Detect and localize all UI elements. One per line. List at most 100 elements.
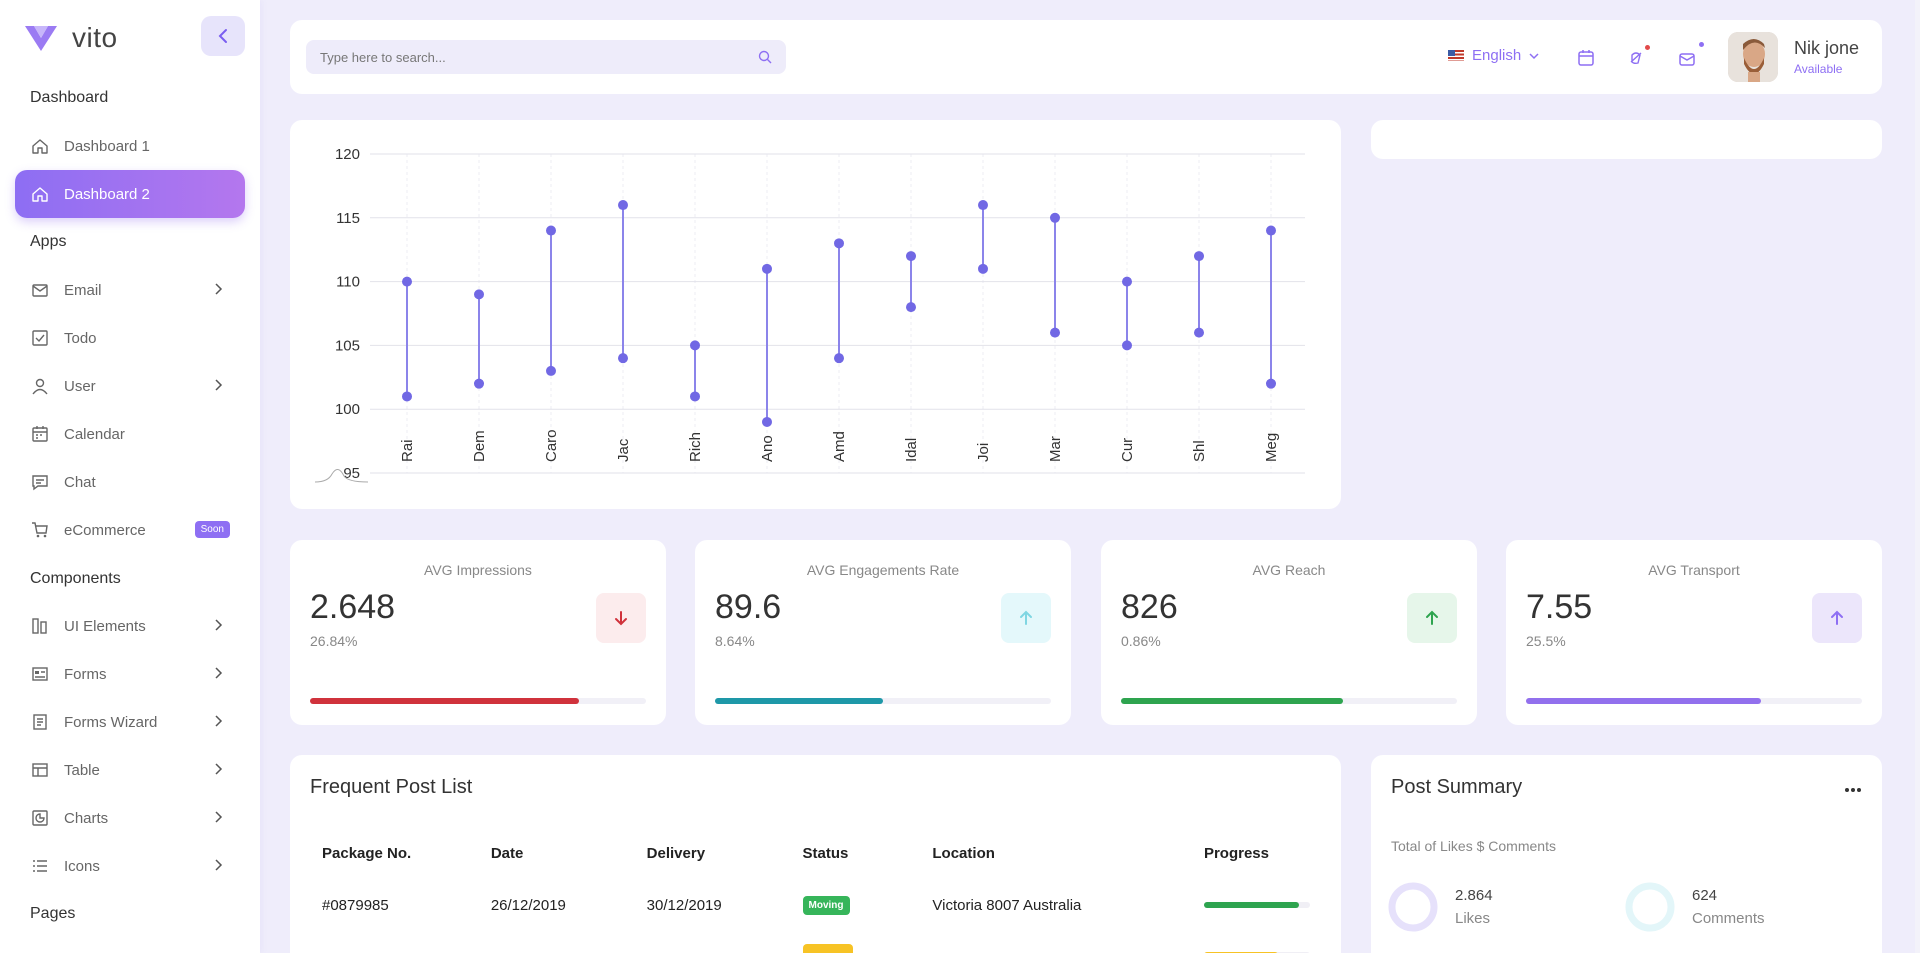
sidebar-item-todo[interactable]: Todo [15, 314, 245, 362]
status-badge [802, 944, 853, 953]
data-point-high [474, 289, 484, 300]
sidebar-item-label: eCommerce [64, 521, 146, 539]
stat-trend-button[interactable] [1812, 593, 1862, 643]
avatar[interactable] [1728, 32, 1778, 82]
column-header[interactable]: Delivery [646, 845, 706, 862]
stat-trend-button[interactable] [596, 593, 646, 643]
sidebar-item-email[interactable]: Email [15, 266, 245, 314]
stat-value: 89.6 [715, 588, 782, 626]
vito-logo-icon [25, 26, 57, 51]
sidebar-item-calendar[interactable]: Calendar [15, 410, 245, 458]
stat-card-avg-transport: AVG Transport 7.55 25.5% [1506, 540, 1882, 725]
sidebar-item-user[interactable]: User [15, 362, 245, 410]
data-point-low [1194, 327, 1204, 338]
data-point-low [690, 391, 700, 402]
page-scrollbar[interactable] [1915, 0, 1920, 953]
cart-icon [30, 520, 50, 540]
chart-brush-icon [314, 469, 369, 483]
sidebar-item-forms-wizard[interactable]: Forms Wizard [15, 698, 245, 746]
column-header[interactable]: Package No. [322, 845, 412, 862]
range-chart-card: 120 115 110 105 100 95 Rai Dem Caro Jac Rich Ano Amd… [290, 120, 1341, 509]
checkbox-icon [30, 328, 50, 348]
comments-label: Comments [1692, 910, 1765, 927]
comments-value: 624 [1692, 887, 1718, 904]
chevron-down-icon [1529, 52, 1539, 59]
messages-button[interactable] [1676, 42, 1704, 69]
x-tick-label: Amd [831, 431, 848, 462]
status-cell: Moving [791, 880, 921, 930]
calendar-button[interactable] [1575, 47, 1597, 69]
column-header[interactable]: Status [802, 845, 849, 862]
column-header[interactable]: Progress [1203, 845, 1269, 862]
stat-percent: 8.64% [715, 633, 755, 649]
data-point-low [474, 378, 484, 389]
sidebar-item-label: Calendar [64, 425, 125, 443]
stat-title: AVG Engagements Rate [806, 562, 960, 578]
sidebar-item-forms[interactable]: Forms [15, 650, 245, 698]
stat-card-avg-reach: AVG Reach 826 0.86% [1101, 540, 1477, 725]
section-apps: Apps [30, 233, 67, 250]
message-dot [1699, 42, 1704, 47]
chevron-left-icon [218, 29, 227, 43]
sidebar-item-label: Todo [64, 329, 97, 347]
sidebar-item-dashboard-1[interactable]: Dashboard 1 [15, 122, 245, 170]
sidebar-item-icons[interactable]: Icons [15, 842, 245, 890]
user-name[interactable]: Nik jone [1794, 38, 1860, 58]
x-tick-label: Rai [399, 439, 416, 462]
table-cell [310, 930, 479, 953]
language-selector[interactable]: English [1448, 47, 1539, 64]
more-horizontal-icon [1845, 788, 1861, 792]
language-label: English [1472, 47, 1522, 64]
stat-trend-button[interactable] [1001, 593, 1051, 643]
list-icon [30, 856, 50, 876]
sidebar-item-label: User [64, 377, 96, 395]
sidebar-collapse-button[interactable] [201, 16, 245, 56]
top-header: English Nik jone Available [290, 20, 1882, 94]
notifications-button[interactable] [1625, 45, 1650, 69]
stat-progress-fill [1121, 698, 1343, 704]
ui-elements-icon [30, 616, 50, 636]
table-cell: Victoria 8007 Australia [932, 896, 1082, 914]
data-point-high [1266, 225, 1276, 236]
table-row[interactable] [310, 930, 1322, 953]
frequent-post-list-card: Frequent Post List Package No. Date Delive… [290, 755, 1341, 953]
y-tick-label: 105 [335, 337, 360, 354]
sidebar-item-charts[interactable]: Charts [15, 794, 245, 842]
x-tick-label: Mar [1047, 436, 1064, 462]
search-input[interactable] [320, 49, 758, 65]
likes-value: 2.864 [1455, 887, 1493, 904]
arrow-up-icon [1831, 610, 1843, 625]
search-icon[interactable] [758, 50, 772, 64]
sidebar-item-chat[interactable]: Chat [15, 458, 245, 506]
column-header[interactable]: Date [490, 845, 524, 862]
home-icon [30, 136, 50, 156]
home-icon [30, 184, 50, 204]
x-tick-label: Cur [1119, 438, 1136, 462]
section-dashboard: Dashboard [30, 89, 109, 106]
sidebar-item-dashboard-2[interactable]: Dashboard 2 [15, 170, 245, 218]
sidebar-item-label: Forms Wizard [64, 713, 158, 731]
stat-value: 2.648 [310, 588, 396, 626]
sidebar-item-table[interactable]: Table [15, 746, 245, 794]
stat-progress-fill [310, 698, 579, 704]
x-tick-label: Joi [975, 443, 992, 462]
stat-trend-button[interactable] [1407, 593, 1457, 643]
table-row[interactable]: #0879985 26/12/2019 30/12/2019 Moving Victor… [310, 880, 1322, 930]
brand[interactable]: vito [24, 22, 118, 54]
sidebar-item-ui-elements[interactable]: UI Elements [15, 602, 245, 650]
user-icon [30, 376, 50, 396]
chevron-right-icon [215, 762, 223, 780]
data-point-high [546, 225, 556, 236]
sidebar-item-label: Charts [64, 809, 109, 827]
sidebar-item-ecommerce[interactable]: eCommerce Soon [15, 506, 245, 554]
stat-value: 826 [1121, 588, 1178, 626]
data-point-low [1122, 340, 1132, 351]
x-tick-label: Meg [1263, 433, 1280, 462]
x-tick-label: Rich [687, 432, 704, 462]
more-options-button[interactable] [1844, 780, 1862, 798]
sidebar-item-label: Forms [64, 665, 107, 683]
data-point-high [618, 200, 628, 211]
stat-percent: 26.84% [310, 633, 358, 649]
y-tick-label: 95 [343, 465, 360, 482]
column-header[interactable]: Location [932, 845, 995, 862]
